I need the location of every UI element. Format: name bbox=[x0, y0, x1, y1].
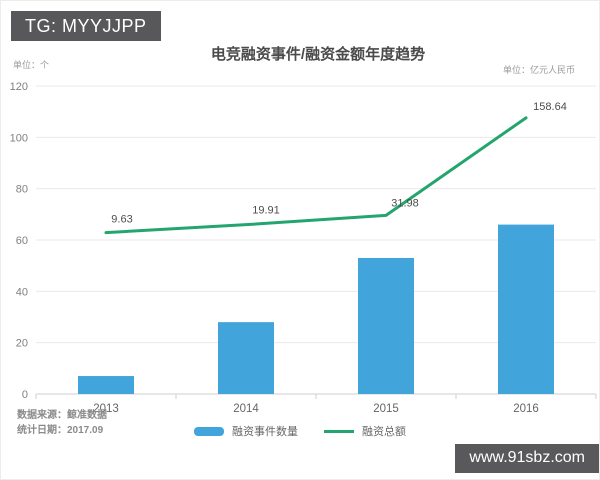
legend-item-line: 融资总额 bbox=[324, 423, 406, 439]
legend-line-swatch bbox=[324, 429, 354, 433]
stat-date-note: 统计日期：2017.09 bbox=[17, 425, 104, 436]
site-watermark-badge: www.91sbz.com bbox=[455, 444, 599, 473]
bar-2014 bbox=[218, 322, 274, 394]
x-label-2016: 2016 bbox=[513, 403, 539, 415]
point-label-9.63: 9.63 bbox=[111, 214, 132, 226]
chart-title: 电竞融资事件/融资金额年度趋势 bbox=[210, 46, 426, 63]
point-label-31.98: 31.98 bbox=[391, 197, 419, 209]
chart-legend: 融资事件数量 融资总额 bbox=[1, 423, 599, 439]
data-source-note: 数据来源：鲸准数据 bbox=[17, 410, 107, 421]
legend-bar-swatch bbox=[194, 426, 224, 436]
telegram-watermark-badge: TG: MYYJJPP bbox=[11, 11, 161, 41]
x-label-2015: 2015 bbox=[373, 403, 399, 415]
legend-item-bar: 融资事件数量 bbox=[194, 423, 298, 439]
y-tick-label-60: 60 bbox=[16, 235, 28, 247]
bar-2016 bbox=[498, 224, 554, 394]
legend-bar-label: 融资事件数量 bbox=[232, 426, 298, 438]
bar-2013 bbox=[78, 376, 134, 394]
trend-line bbox=[104, 116, 528, 235]
bar-2015 bbox=[358, 257, 414, 394]
right-axis-unit-label: 单位：亿元人民币 bbox=[502, 65, 575, 75]
point-label-158.64: 158.64 bbox=[533, 101, 567, 113]
point-label-19.91: 19.91 bbox=[252, 205, 280, 217]
y-tick-label-100: 100 bbox=[10, 132, 28, 144]
y-tick-label-40: 40 bbox=[16, 286, 28, 298]
x-label-2013: 2013 bbox=[93, 403, 119, 415]
y-tick-label-120: 120 bbox=[10, 81, 28, 93]
y-tick-label-20: 20 bbox=[16, 338, 28, 350]
legend-line-label: 融资总额 bbox=[362, 426, 406, 438]
left-axis-unit-label: 单位：个 bbox=[13, 60, 50, 70]
y-tick-label-0: 0 bbox=[22, 389, 28, 401]
x-label-2014: 2014 bbox=[233, 403, 259, 415]
y-tick-label-80: 80 bbox=[16, 184, 28, 196]
